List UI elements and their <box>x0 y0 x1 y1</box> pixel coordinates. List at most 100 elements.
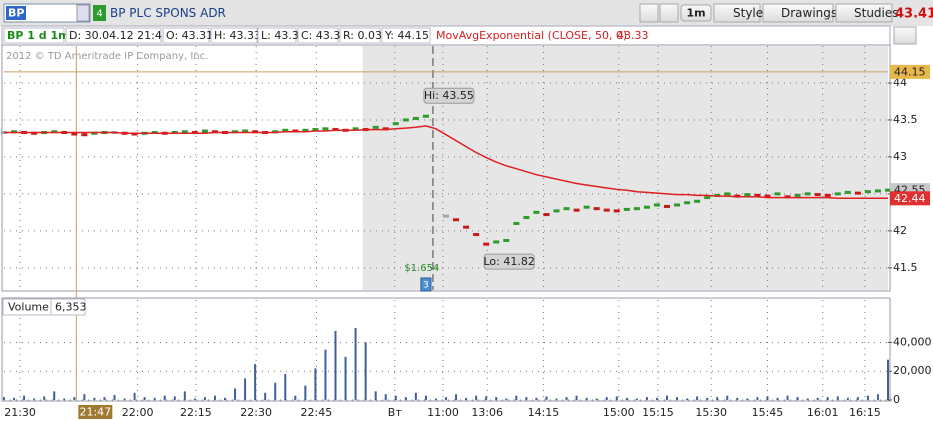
studies-button[interactable] <box>835 3 893 23</box>
info-cell <box>381 27 431 44</box>
volume-bar <box>244 378 247 400</box>
volume-bar <box>605 397 608 400</box>
volume-bar <box>183 391 186 400</box>
volume-bar <box>635 398 638 400</box>
badge-box <box>93 5 106 21</box>
x-tick-label: 22:15 <box>180 406 212 419</box>
volume-bar <box>304 385 307 400</box>
volume-bar <box>585 397 588 400</box>
x-tick-label: Вт <box>388 406 403 419</box>
event-marker-box <box>420 277 432 292</box>
price-bar <box>844 190 851 194</box>
price-bar <box>885 188 891 192</box>
x-tick-label: 15:30 <box>695 406 727 419</box>
volume-bar <box>766 396 769 400</box>
study-value: 43.33 <box>617 29 649 42</box>
style-button[interactable] <box>713 3 761 23</box>
volume-bar <box>414 392 417 400</box>
x-tick-label: 13:06 <box>471 406 503 419</box>
volume-bar <box>153 397 156 400</box>
x-tick-label: 15:45 <box>752 406 784 419</box>
price-bar <box>322 127 329 131</box>
annotation: Lo: 41.82 <box>484 255 535 268</box>
volume-bar <box>575 395 578 400</box>
volume-bar <box>756 397 759 400</box>
price-bar <box>684 201 691 205</box>
button-label: Drawings <box>781 6 837 20</box>
volume-bar <box>776 397 779 400</box>
y-tick-label: 43.5 <box>893 113 918 126</box>
price-bar <box>623 207 630 211</box>
tool-button[interactable] <box>639 3 659 23</box>
price-bar <box>292 129 299 133</box>
volume-bar <box>213 395 216 400</box>
volume-bar <box>746 398 749 400</box>
price-bar <box>81 133 88 137</box>
volume-bar <box>274 382 277 400</box>
x-tick-label: 15:00 <box>603 406 635 419</box>
info-cell <box>339 27 381 44</box>
x-tick-label: 22:30 <box>240 406 272 419</box>
volume-bar <box>485 396 488 400</box>
price-bar <box>804 192 811 196</box>
volume-bar <box>495 397 498 400</box>
volume-bar <box>515 395 518 400</box>
price-bar <box>543 213 550 217</box>
y-tick-label: 0 <box>893 393 900 406</box>
y-tick-label: 41.5 <box>893 261 918 274</box>
price-bar <box>372 125 379 129</box>
price-bar <box>764 194 771 198</box>
volume-bar <box>806 398 809 400</box>
price-bar <box>201 129 208 133</box>
volume-bar <box>13 397 16 400</box>
volume-bar <box>595 398 598 400</box>
settings-button[interactable] <box>893 26 917 45</box>
price-bar <box>643 205 650 209</box>
volume-bar <box>284 374 287 400</box>
button-label: Style <box>733 6 763 20</box>
x-tick-label: 14:15 <box>528 406 560 419</box>
volume-bar <box>193 398 196 400</box>
volume-bar <box>43 396 46 400</box>
volume-bar <box>475 395 478 400</box>
x-tick-label: 16:15 <box>849 406 881 419</box>
price-bar <box>312 128 319 132</box>
badge: 4 <box>96 9 102 20</box>
volume-bar <box>234 388 237 400</box>
price-flag <box>890 64 930 79</box>
volume-bar <box>796 397 799 400</box>
event-label: $1.654 <box>404 263 439 274</box>
price-bar <box>794 193 801 197</box>
volume-title: Volume <box>8 301 49 314</box>
info-text: L: 43.3 <box>261 29 299 42</box>
volume-bar <box>434 398 437 400</box>
volume-bar <box>354 328 357 400</box>
price-bar <box>593 207 600 211</box>
price-bar <box>704 196 711 200</box>
interval-button[interactable] <box>680 4 712 22</box>
volume-bar <box>645 397 648 400</box>
ema-line <box>4 125 888 200</box>
volume-value-box <box>50 298 86 316</box>
tool-button[interactable] <box>659 3 679 23</box>
x-tick-label: 21:30 <box>4 406 36 419</box>
volume-bar <box>173 396 176 400</box>
price-bar <box>131 132 138 136</box>
x-tick-label: 22:45 <box>301 406 333 419</box>
volume-bar <box>615 396 618 400</box>
price-bar <box>493 240 500 244</box>
volume-bar <box>224 397 226 400</box>
volume-bar <box>555 398 558 400</box>
info-cell <box>297 27 339 44</box>
interval: 1m <box>686 7 705 20</box>
price-bar <box>181 130 188 134</box>
info-text: H: 43.33 <box>214 29 261 42</box>
drawings-button[interactable] <box>762 3 834 23</box>
price-bar <box>352 127 359 131</box>
dropdown[interactable] <box>76 4 90 22</box>
volume-bar <box>545 396 548 400</box>
price-bar <box>443 214 449 218</box>
price-bar <box>553 209 560 213</box>
volume-bar <box>404 397 407 400</box>
